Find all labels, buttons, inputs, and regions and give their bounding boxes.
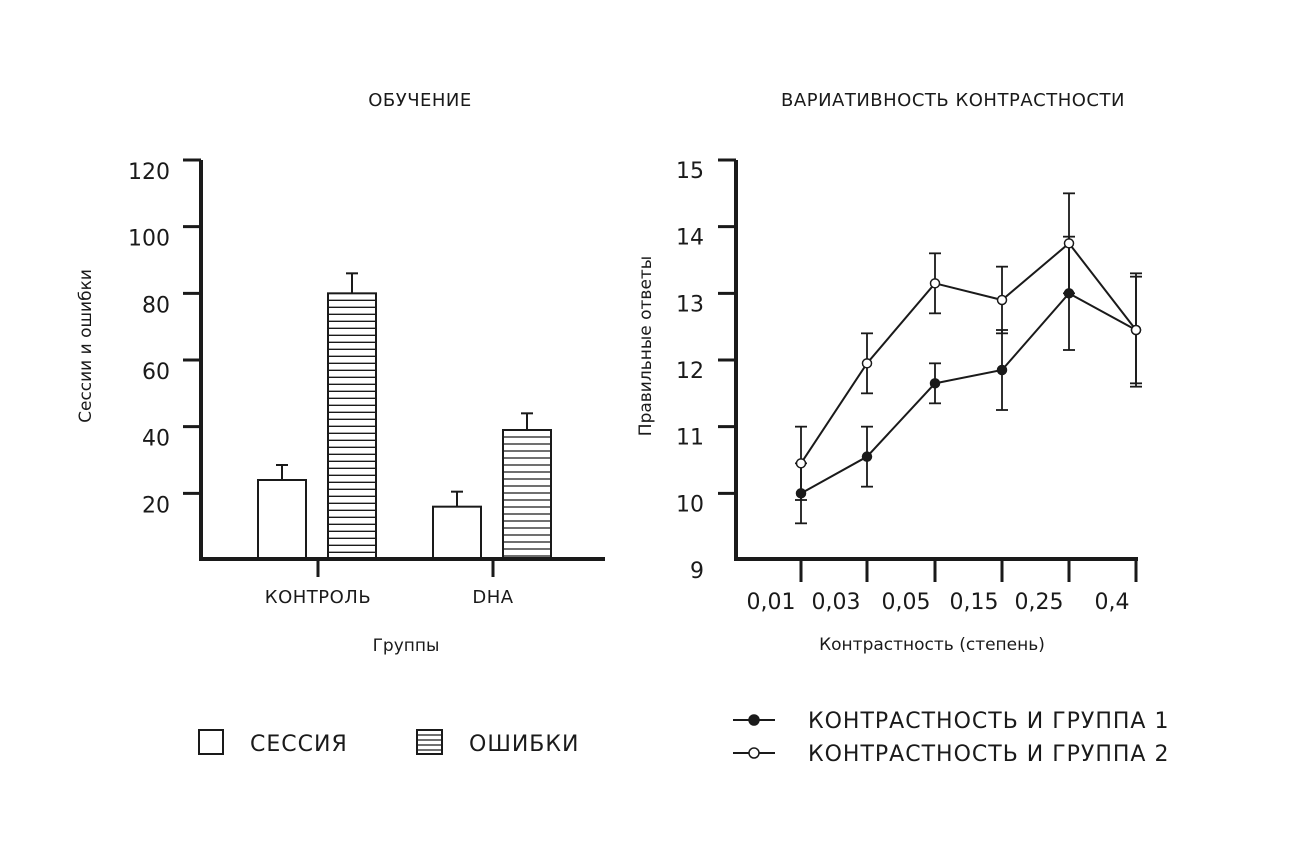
bar-y-tick-label: 60 (142, 360, 170, 385)
line-x-axis-label: Контрастность (степень) (819, 635, 1045, 655)
line-y-tick-label: 11 (676, 426, 704, 451)
line-x-tick-label: 0,4 (1095, 590, 1130, 615)
line-x-tick-label: 0,03 (812, 590, 861, 615)
data-point-group2 (795, 458, 807, 469)
data-point-group1 (1063, 288, 1075, 299)
data-point-group1 (795, 488, 807, 499)
bar-x-axis-label: Группы (373, 636, 440, 656)
bar-y-axis-label: Сессии и ошибки (76, 269, 96, 423)
legend-swatch-errors (416, 729, 443, 755)
line-y-tick-label: 15 (676, 159, 704, 184)
bar-y-tick-label: 20 (142, 493, 170, 518)
bar-category-label: КОНТРОЛЬ (265, 587, 371, 608)
legend-label-errors: ОШИБКИ (469, 732, 579, 757)
series-line-group1 (800, 292, 1137, 495)
data-point-group1 (996, 364, 1008, 376)
data-point-group2 (1130, 324, 1142, 336)
legend-swatch-session (198, 729, 224, 755)
line-y-axis-label: Правильные ответы (636, 256, 656, 436)
line-y-tick-label: 10 (676, 492, 704, 517)
bar-y-tick-label: 120 (128, 160, 170, 185)
bar-session (432, 505, 482, 559)
line-y-tick-label: 13 (676, 292, 704, 317)
series-line-group2 (800, 241, 1137, 464)
legend-label-group1: КОНТРАСТНОСТЬ И ГРУППА 1 (808, 709, 1169, 734)
bar-category-label: DHA (472, 587, 513, 608)
line-y-tick-label: 14 (676, 226, 704, 251)
bar-y-tick-label: 100 (128, 227, 170, 252)
learning-bar-chart: ОБУЧЕНИЕ 20 40 60 80 100 120 КОНТРОЛЬ DHA Гру… (76, 90, 605, 757)
bar-errors (327, 292, 377, 559)
line-x-tick-label: 0,01 (747, 590, 796, 615)
data-point-group2 (996, 294, 1008, 306)
data-point-group2 (1063, 238, 1075, 249)
bar-session (257, 479, 307, 559)
bar-y-tick-label: 80 (142, 293, 170, 318)
contrast-line-chart: ВАРИАТИВНОСТЬ КОНТРАСТНОСТИ 9 10 11 12 13 14 1… (636, 90, 1169, 767)
line-x-tick-label: 0,25 (1015, 590, 1064, 615)
line-x-tick-label: 0,15 (950, 590, 999, 615)
legend-marker-group2 (748, 747, 760, 759)
legend-label-session: СЕССИЯ (250, 732, 348, 757)
bar-chart-title: ОБУЧЕНИЕ (368, 90, 472, 111)
line-x-tick-label: 0,05 (882, 590, 931, 615)
data-point-group1 (929, 378, 941, 389)
data-point-group2 (929, 278, 941, 289)
data-point-group2 (861, 358, 873, 369)
line-chart-title: ВАРИАТИВНОСТЬ КОНТРАСТНОСТИ (781, 90, 1125, 111)
bar-y-tick-label: 40 (142, 427, 170, 452)
line-y-tick-label: 9 (690, 559, 704, 584)
legend-marker-group1 (748, 714, 760, 726)
legend-label-group2: КОНТРАСТНОСТЬ И ГРУППА 2 (808, 742, 1169, 767)
bar-errors (502, 429, 552, 559)
line-y-tick-label: 12 (676, 359, 704, 384)
data-point-group1 (861, 451, 873, 462)
